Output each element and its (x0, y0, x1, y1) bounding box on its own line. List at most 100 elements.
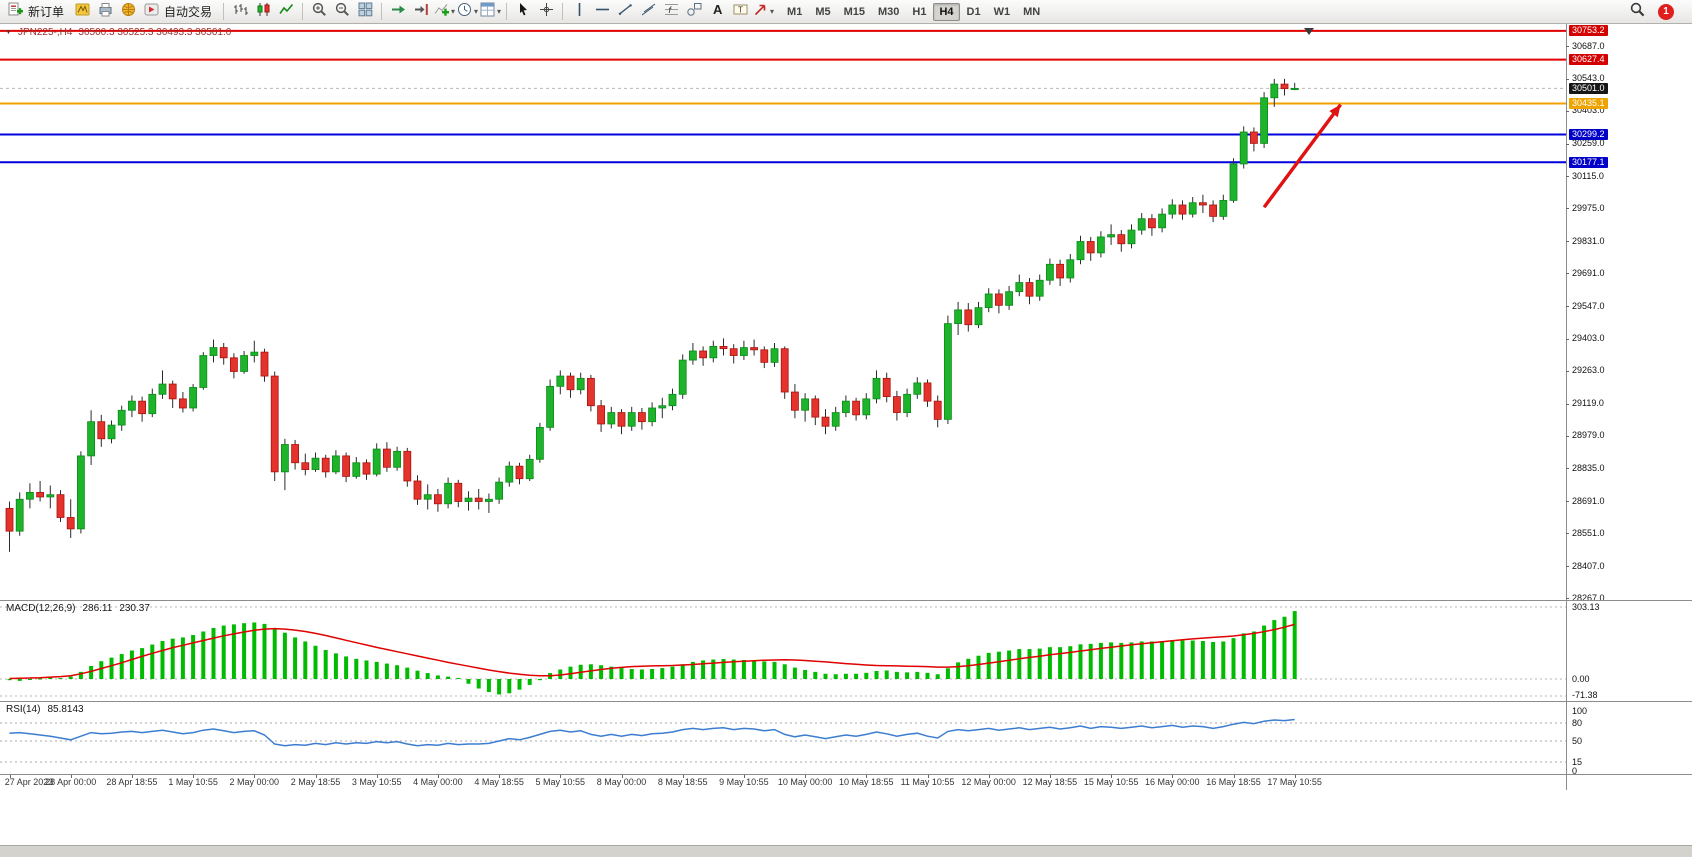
macd-bar (242, 623, 247, 679)
timeframe-m15[interactable]: M15 (843, 5, 865, 18)
macd-bar (99, 661, 104, 679)
tile-windows-tool[interactable] (354, 2, 376, 22)
macd-bar (78, 671, 83, 679)
macd-bar (129, 650, 134, 679)
indicators-tool[interactable]: ▾ (433, 2, 455, 22)
axis-tick-label: 303.13 (1572, 601, 1600, 612)
macd-bar (639, 669, 644, 679)
time-label: 1 May 10:55 (168, 777, 218, 787)
horizontal-line-tool[interactable] (591, 2, 613, 22)
community-tool[interactable] (117, 2, 139, 22)
bar-chart-tool[interactable] (229, 2, 251, 22)
text-tool[interactable]: A (706, 2, 728, 22)
new-order-button[interactable]: 新订单 (4, 0, 70, 24)
timeframe-d1[interactable]: D1 (966, 5, 981, 18)
crosshair-tool[interactable] (535, 2, 557, 22)
timeframe-m5[interactable]: M5 (815, 5, 831, 18)
dropdown-arrow-icon: ▾ (770, 7, 775, 16)
toolbar-separator (223, 3, 225, 20)
axis-tick-label: 30543.0 (1572, 73, 1605, 84)
axis-tick-label: 50 (1572, 735, 1583, 746)
timeframe-mn[interactable]: MN (1023, 5, 1041, 18)
macd-bar (272, 627, 277, 679)
search-button[interactable] (1626, 2, 1648, 22)
chart-shift-tool[interactable] (410, 2, 432, 22)
rsi-panel[interactable] (0, 702, 1566, 774)
templates-icon (479, 1, 496, 23)
vertical-line-tool[interactable] (568, 2, 590, 22)
toolbar-separator (302, 3, 304, 20)
macd-bar (180, 637, 185, 679)
time-label: 4 May 00:00 (413, 777, 463, 787)
timeframe-m30[interactable]: M30 (878, 5, 900, 18)
arrows-tool[interactable]: ▾ (752, 2, 774, 22)
print-tool[interactable] (94, 2, 116, 22)
metaeditor-tool[interactable] (71, 2, 93, 22)
price-axis[interactable]: 30687.0 30543.0 30403.0 30259.0 30115.0 29975… (1566, 24, 1692, 790)
notification-badge[interactable]: 1 (1658, 3, 1674, 20)
rsi-header: RSI(14) 85.8143 (6, 704, 84, 715)
macd-bar (1241, 633, 1246, 679)
macd-bar (1251, 631, 1256, 679)
candle-chart-tool[interactable] (252, 2, 274, 22)
axis-tick-label: 29975.0 (1572, 202, 1605, 213)
zoom-in-tool[interactable] (308, 2, 330, 22)
timeframe-h4[interactable]: H4 (933, 2, 960, 21)
time-tick-mark (9, 775, 11, 778)
auto-trading-label: 自动交易 (164, 5, 213, 19)
macd-bar (1160, 640, 1165, 679)
zoom-out-tool[interactable] (331, 2, 353, 22)
macd-bar (1149, 641, 1154, 679)
auto-scroll-tool[interactable] (387, 2, 409, 22)
text-label-tool[interactable]: T (729, 2, 751, 22)
new-order-label: 新订单 (28, 5, 65, 19)
timeframe-h1[interactable]: H1 (912, 5, 927, 18)
time-label: 16 May 00:00 (1145, 777, 1200, 787)
macd-bar (170, 638, 175, 679)
fibonacci-tool[interactable]: f (660, 2, 682, 22)
search-icon (1629, 1, 1646, 23)
macd-bar (1211, 641, 1216, 679)
trend-arrow[interactable] (1262, 103, 1342, 209)
line-chart-tool[interactable] (275, 2, 297, 22)
axis-tick-label: 29691.0 (1572, 267, 1605, 278)
svg-text:T: T (738, 5, 743, 14)
macd-bar (884, 670, 889, 679)
indicators-icon (433, 1, 450, 23)
macd-bar (7, 679, 12, 681)
macd-signal-line (9, 623, 1295, 680)
time-axis[interactable]: 27 Apr 2023 28 Apr 00:00 28 Apr 18:55 1 May… (0, 777, 1566, 791)
templates-tool[interactable]: ▾ (479, 2, 501, 22)
auto-trading-button[interactable]: 自动交易 (140, 0, 218, 24)
macd-bar (619, 668, 624, 679)
time-tick-mark (988, 775, 990, 778)
channel-tool[interactable] (637, 2, 659, 22)
price-level-label: 30627.4 (1569, 54, 1608, 66)
time-axis-line (0, 774, 1692, 775)
symbol-dropdown-icon[interactable]: ▼ (5, 29, 12, 36)
chart-shift-marker[interactable] (1304, 28, 1314, 35)
macd-bar (660, 668, 665, 679)
periods-tool[interactable]: ▾ (456, 2, 478, 22)
macd-panel[interactable] (0, 601, 1566, 701)
macd-panel-divider[interactable] (0, 600, 1692, 601)
cursor-icon (515, 1, 532, 23)
axis-tick-label: -71.38 (1572, 690, 1598, 701)
macd-bar (843, 673, 848, 679)
macd-bar (497, 679, 502, 695)
main-price-chart[interactable] (0, 24, 1566, 600)
time-label: 10 May 18:55 (839, 777, 894, 787)
trend-line-tool[interactable] (614, 2, 636, 22)
axis-tick-label: 28691.0 (1572, 495, 1605, 506)
print-icon (97, 1, 114, 23)
cursor-tool[interactable] (512, 2, 534, 22)
timeframe-m1[interactable]: M1 (787, 5, 803, 18)
axis-tick-label: 28551.0 (1572, 527, 1605, 538)
autotrading-icon (143, 1, 160, 23)
timeframe-w1[interactable]: W1 (993, 5, 1011, 18)
axis-tick-mark (1566, 370, 1569, 372)
macd-bar (1139, 641, 1144, 679)
rsi-panel-divider[interactable] (0, 701, 1692, 702)
shapes-tool[interactable] (683, 2, 705, 22)
